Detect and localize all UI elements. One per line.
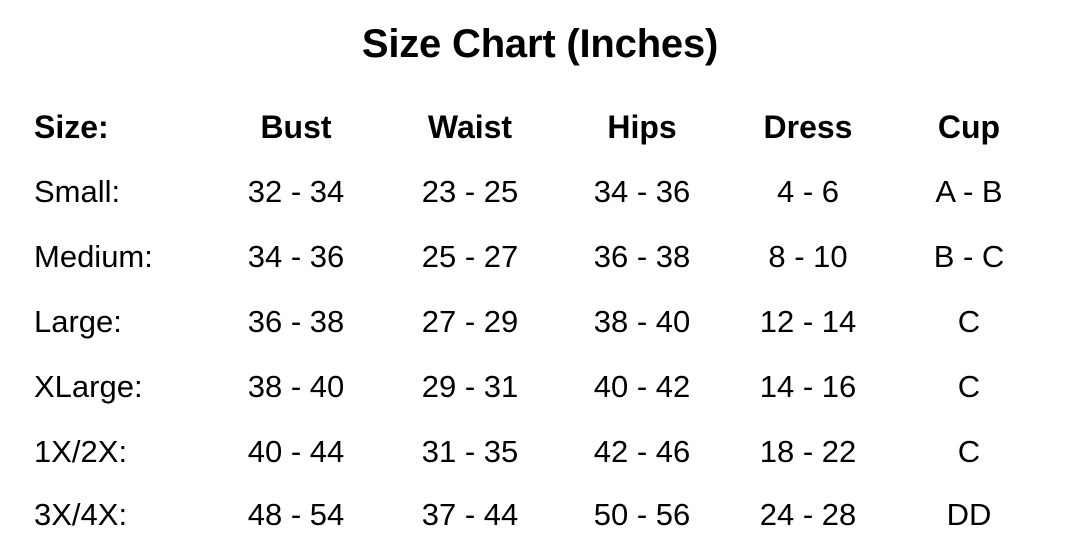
cell-3x4x-waist: 37 - 44 <box>421 497 519 532</box>
cell-xlarge-bust: 38 - 40 <box>247 368 345 404</box>
cell-3x4x-dress: 24 - 28 <box>759 497 857 532</box>
column-header-dress: Dress <box>763 108 853 145</box>
column-header-bust: Bust <box>260 108 332 145</box>
cell-small-hips: 34 - 36 <box>593 173 691 209</box>
table-header-row: Size: Bust Waist Hips Dress Cup <box>34 94 1048 159</box>
column-header-waist: Waist <box>427 108 513 145</box>
table-header: Size: Bust Waist Hips Dress Cup <box>34 94 1048 159</box>
cell-1x2x-waist: 31 - 35 <box>421 433 519 469</box>
cell-small-dress: 4 - 6 <box>776 173 840 209</box>
cell-small-bust: 32 - 34 <box>247 173 345 209</box>
size-chart-table: Size: Bust Waist Hips Dress Cup Small: 3… <box>34 94 1048 546</box>
cell-medium-waist: 25 - 27 <box>421 238 519 274</box>
cell-large-bust: 36 - 38 <box>247 303 345 339</box>
cell-1x2x-dress: 18 - 22 <box>759 433 857 469</box>
table-row: Medium: 34 - 36 25 - 27 36 - 38 8 - 10 B… <box>34 224 1048 289</box>
cell-xlarge-dress: 14 - 16 <box>759 368 857 404</box>
cell-xlarge-cup: C <box>957 368 981 404</box>
table-row: XLarge: 38 - 40 29 - 31 40 - 42 14 - 16 … <box>34 354 1048 419</box>
cell-large-dress: 12 - 14 <box>759 303 857 339</box>
table-row: Large: 36 - 38 27 - 29 38 - 40 12 - 14 C <box>34 289 1048 354</box>
cell-medium-hips: 36 - 38 <box>593 238 691 274</box>
cell-1x2x-cup: C <box>957 433 981 469</box>
cell-3x4x-hips: 50 - 56 <box>593 497 691 532</box>
table-row: 3X/4X: 48 - 54 37 - 44 50 - 56 24 - 28 D… <box>34 484 1048 546</box>
row-label-3x4x: 3X/4X: <box>34 497 128 532</box>
cell-small-waist: 23 - 25 <box>421 173 519 209</box>
table-body: Small: 32 - 34 23 - 25 34 - 36 4 - 6 A -… <box>34 159 1048 546</box>
table-row: Small: 32 - 34 23 - 25 34 - 36 4 - 6 A -… <box>34 159 1048 224</box>
row-label-1x2x: 1X/2X: <box>34 433 128 469</box>
table-row: 1X/2X: 40 - 44 31 - 35 42 - 46 18 - 22 C <box>34 419 1048 484</box>
cell-xlarge-hips: 40 - 42 <box>593 368 691 404</box>
cell-1x2x-hips: 42 - 46 <box>593 433 691 469</box>
cell-small-cup: A - B <box>935 173 1003 209</box>
cell-3x4x-cup: DD <box>946 497 992 532</box>
row-label-small: Small: <box>34 173 121 209</box>
column-header-cup: Cup <box>937 108 1001 145</box>
row-label-large: Large: <box>34 303 122 339</box>
row-label-medium: Medium: <box>34 238 153 274</box>
cell-large-waist: 27 - 29 <box>421 303 519 339</box>
cell-medium-bust: 34 - 36 <box>247 238 345 274</box>
cell-xlarge-waist: 29 - 31 <box>421 368 519 404</box>
cell-3x4x-bust: 48 - 54 <box>247 497 345 532</box>
cell-medium-dress: 8 - 10 <box>768 238 848 274</box>
cell-large-hips: 38 - 40 <box>593 303 691 339</box>
row-label-xlarge: XLarge: <box>34 368 143 404</box>
page-title: Size Chart (Inches) <box>361 22 719 66</box>
cell-medium-cup: B - C <box>933 238 1005 274</box>
cell-large-cup: C <box>957 303 981 339</box>
column-header-size: Size: <box>34 108 109 145</box>
column-header-hips: Hips <box>607 108 677 145</box>
cell-1x2x-bust: 40 - 44 <box>247 433 345 469</box>
